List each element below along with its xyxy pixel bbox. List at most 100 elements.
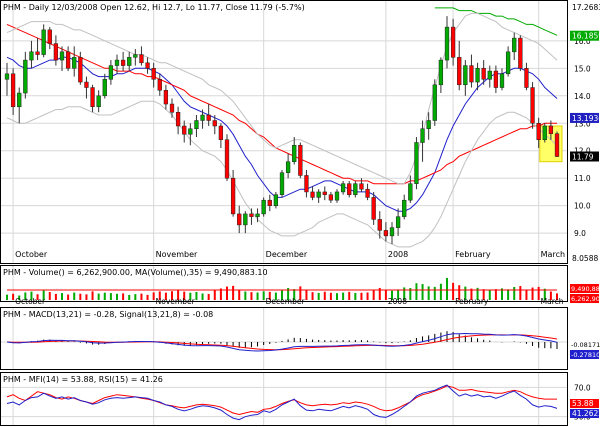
volume-bar [482,289,485,300]
volume-bar [299,286,302,300]
candle-body [542,125,547,140]
candle-body [457,57,462,86]
price-tick-label: 13.0 [574,119,591,128]
candle-body [114,59,120,66]
candle-body [292,144,297,162]
price-value-badge [570,2,599,12]
line-ma-200- [434,7,558,36]
candle-body [261,199,266,215]
volume-bar [501,288,503,300]
x-axis-label-volume: November [156,297,196,306]
candle-body [499,73,505,88]
volume-bar [372,289,375,300]
volume-bar [164,292,167,300]
volume-bar [305,289,308,300]
candle-body [96,95,101,108]
volume-bar [116,293,118,300]
volume-bar [183,291,186,300]
candle-body [383,230,389,237]
price-value-badge-text: 17.2683 [572,3,600,12]
candle-body [554,133,560,157]
volume-bar [244,291,247,300]
price-tick-label: 16.0 [574,37,591,46]
volume-panel-frame [0,265,568,302]
candle-body [175,112,181,127]
volume-bar [421,284,424,300]
candle-body [365,188,370,198]
volume-bar [384,289,387,300]
candle-body [23,59,28,94]
candle-body [120,59,126,66]
volume-bar [311,292,314,300]
candle-body [469,65,474,83]
price-value-badge-text: 8.0588 [572,254,598,263]
candle-body [340,183,346,193]
macd-badge-text: -0.081710 [571,341,600,349]
candle-body [4,73,10,80]
line-bollinger-lower [6,100,558,248]
candle-body [35,51,40,55]
volume-bar [18,295,21,300]
volume-bar [79,293,82,300]
candle-body [47,29,52,44]
macd-badge [570,340,599,349]
volume-bar [549,291,552,300]
price-value-badge-text: 16.1859 [572,32,600,41]
volume-bar [403,287,406,300]
x-axis-label: 2008 [388,250,408,259]
candle-body [84,81,89,88]
candle-body [267,199,272,206]
candle-body [359,183,364,190]
price-tick-label: 11.0 [574,174,591,183]
candle-body [59,51,65,61]
volume-bar [213,290,216,300]
candle-body [65,51,71,69]
x-axis-label-volume: February [455,297,489,306]
volume-bar [488,289,491,300]
candle-body [279,172,285,195]
candle-body [157,79,162,91]
volume-bar [513,287,516,300]
candle-body [432,84,437,121]
volume-bar [543,288,546,300]
line-bollinger-upper [6,12,558,185]
candle-body [316,191,321,198]
mfi-rsi-title: PHM - MFI(14) = 53.88, RSI(15) = 41.26 [3,375,163,384]
volume-bar [195,292,198,300]
volume-bar [36,294,39,300]
volume-bar [67,294,70,300]
volume-bar [274,292,277,300]
volume-panel [6,278,558,300]
volume-bar [201,293,204,300]
volume-bar [226,286,228,300]
candle-body [548,125,554,134]
volume-bar [232,285,235,300]
candle-body [224,139,230,179]
volume-bar [293,289,296,300]
candle-body [481,68,486,80]
candle-body [127,57,132,66]
volume-bar [250,292,253,300]
volume-bar [452,282,455,300]
macd-panel-frame [0,307,568,370]
volume-bar [458,285,461,300]
price-value-badge-text: 11.79 [572,152,594,161]
volume-badge [570,294,599,303]
candle-body [182,125,187,135]
volume-bar [54,293,57,300]
candle-body [145,62,150,69]
volume-bar [158,291,161,300]
price-panel [4,7,563,248]
candle-body [505,51,511,75]
line-rsi-15- [6,384,558,421]
volume-bar [128,294,131,300]
candle-body [29,51,34,61]
price-value-badge [570,30,599,41]
mfi-rsi-panel [1,384,567,421]
volume-badge [570,284,599,293]
candle-body [371,197,376,220]
volume-bar [507,289,510,300]
volume-bar [109,293,112,300]
